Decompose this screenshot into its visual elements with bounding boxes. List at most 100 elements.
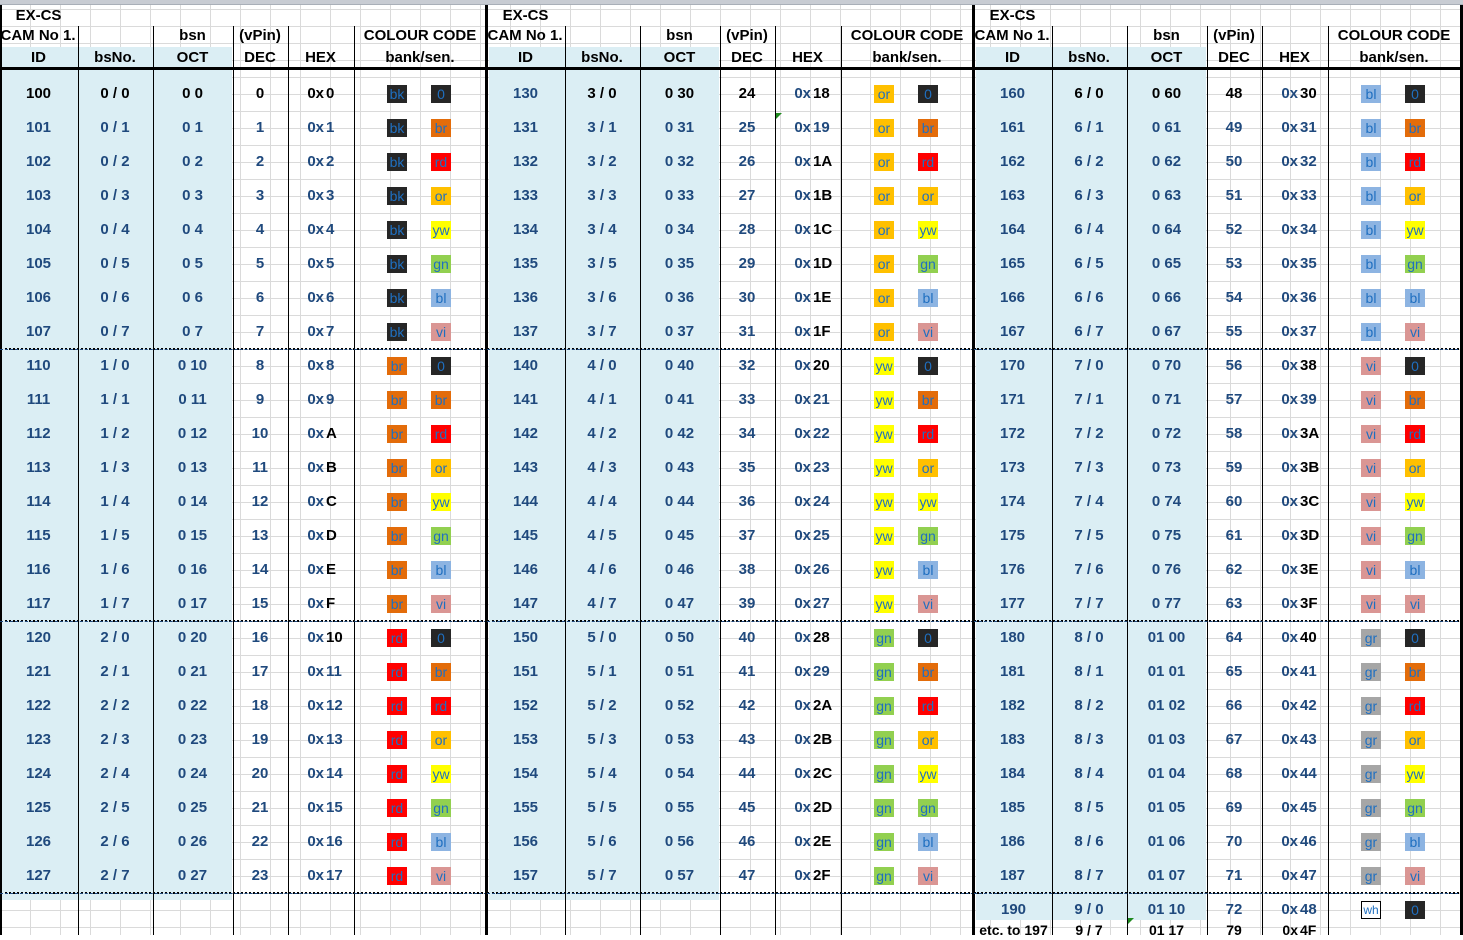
bsno-cell[interactable]: 3 / 2 <box>587 153 617 170</box>
hex-cell[interactable]: 2A <box>813 697 833 714</box>
oct-cell[interactable]: 0 47 <box>664 595 695 612</box>
dec-cell[interactable]: 32 <box>738 357 756 374</box>
bsno-cell[interactable]: 8 / 3 <box>1074 731 1104 748</box>
dec-cell[interactable]: 63 <box>1225 595 1243 612</box>
bsno-cell[interactable]: 6 / 7 <box>1074 323 1104 340</box>
dec-cell[interactable]: 6 <box>255 289 265 306</box>
oct-cell[interactable]: 0 16 <box>177 561 208 578</box>
comment-indicator-icon[interactable] <box>776 113 782 119</box>
cam-id-cell[interactable]: 147 <box>512 595 539 612</box>
oct-cell[interactable]: 0 0 <box>182 85 203 102</box>
hex-cell[interactable]: 36 <box>1300 289 1317 306</box>
bsno-cell[interactable]: 4 / 4 <box>587 493 617 510</box>
oct-cell[interactable]: 01 03 <box>1147 731 1186 748</box>
cam-id-cell[interactable]: 106 <box>25 289 52 306</box>
cam-id-cell[interactable]: 121 <box>25 663 52 680</box>
hex-cell[interactable]: 42 <box>1300 697 1317 714</box>
hex-cell[interactable]: 2E <box>813 833 832 850</box>
cam-id-cell[interactable]: 177 <box>999 595 1026 612</box>
bsno-cell[interactable]: 0 / 0 <box>100 85 130 102</box>
dec-cell[interactable]: 31 <box>738 323 756 340</box>
oct-cell[interactable]: 0 74 <box>1151 493 1182 510</box>
bsno-cell[interactable]: 2 / 4 <box>100 765 130 782</box>
hex-cell[interactable]: 3C <box>1300 493 1320 510</box>
dec-cell[interactable]: 25 <box>738 119 756 136</box>
hex-cell[interactable]: 14 <box>326 765 343 782</box>
hex-cell[interactable]: 3 <box>326 187 335 204</box>
dec-cell[interactable]: 3 <box>255 187 265 204</box>
cam-id-cell[interactable]: 150 <box>512 629 539 646</box>
dec-cell[interactable]: 29 <box>738 255 756 272</box>
cam-id-cell[interactable]: 145 <box>512 527 539 544</box>
cam-id-cell[interactable]: 134 <box>512 221 539 238</box>
oct-cell[interactable]: 0 20 <box>177 629 208 646</box>
bsno-cell[interactable]: 1 / 4 <box>100 493 130 510</box>
oct-cell[interactable]: 0 34 <box>664 221 695 238</box>
hex-cell[interactable]: 10 <box>326 629 343 646</box>
cam-id-cell[interactable]: 175 <box>999 527 1026 544</box>
cam-id-cell[interactable]: 166 <box>999 289 1026 306</box>
dec-cell[interactable]: 60 <box>1225 493 1243 510</box>
oct-cell[interactable]: 0 14 <box>177 493 208 510</box>
dec-cell[interactable]: 12 <box>251 493 269 510</box>
cam-id-cell[interactable]: 173 <box>999 459 1026 476</box>
bsno-cell[interactable]: 4 / 7 <box>587 595 617 612</box>
hex-cell[interactable]: 28 <box>813 629 830 646</box>
hex-cell[interactable]: 9 <box>326 391 335 408</box>
bsno-cell[interactable]: 7 / 0 <box>1074 357 1104 374</box>
hex-cell[interactable]: 47 <box>1300 867 1317 884</box>
dec-cell[interactable]: 20 <box>251 765 269 782</box>
hex-cell[interactable]: 19 <box>813 119 830 136</box>
oct-cell[interactable]: 0 67 <box>1151 323 1182 340</box>
dec-cell[interactable]: 4 <box>255 221 265 238</box>
dec-cell[interactable]: 54 <box>1225 289 1243 306</box>
hex-cell[interactable]: 37 <box>1300 323 1317 340</box>
bsno-cell[interactable]: 5 / 6 <box>587 833 617 850</box>
cam-id-cell[interactable]: 170 <box>999 357 1026 374</box>
cam-id-cell[interactable]: 133 <box>512 187 539 204</box>
cam-id-cell[interactable]: 142 <box>512 425 539 442</box>
bsno-cell[interactable]: 4 / 5 <box>587 527 617 544</box>
cam-id-cell[interactable]: 136 <box>512 289 539 306</box>
dec-cell[interactable]: 49 <box>1225 119 1243 136</box>
dec-cell[interactable]: 61 <box>1225 527 1243 544</box>
oct-cell[interactable]: 0 23 <box>177 731 208 748</box>
cam-id-cell[interactable]: 111 <box>26 391 51 408</box>
bsno-cell[interactable]: 1 / 6 <box>100 561 130 578</box>
dec-cell[interactable]: 72 <box>1225 901 1243 918</box>
oct-cell[interactable]: 0 25 <box>177 799 208 816</box>
dec-cell[interactable]: 56 <box>1225 357 1243 374</box>
cam-id-cell[interactable]: 157 <box>512 867 539 884</box>
dec-cell[interactable]: 58 <box>1225 425 1243 442</box>
hex-cell[interactable]: 3B <box>1300 459 1320 476</box>
hex-cell[interactable]: 4 <box>326 221 335 238</box>
bsno-cell[interactable]: 7 / 2 <box>1074 425 1104 442</box>
cam-id-cell[interactable]: 130 <box>512 85 539 102</box>
bsno-cell[interactable]: 6 / 5 <box>1074 255 1104 272</box>
dec-cell[interactable]: 8 <box>255 357 265 374</box>
bsno-cell[interactable]: 6 / 0 <box>1074 85 1104 102</box>
dec-cell[interactable]: 11 <box>252 459 268 476</box>
dec-cell[interactable]: 40 <box>738 629 756 646</box>
oct-cell[interactable]: 0 60 <box>1151 85 1182 102</box>
hex-cell[interactable]: 33 <box>1300 187 1317 204</box>
oct-cell[interactable]: 0 12 <box>177 425 208 442</box>
hex-cell[interactable]: 26 <box>813 561 830 578</box>
oct-cell[interactable]: 0 17 <box>177 595 208 612</box>
bsno-cell[interactable]: 8 / 2 <box>1074 697 1104 714</box>
hex-cell[interactable]: 40 <box>1300 629 1317 646</box>
oct-cell[interactable]: 0 50 <box>664 629 695 646</box>
dec-cell[interactable]: 62 <box>1225 561 1243 578</box>
bsno-cell[interactable]: 0 / 5 <box>100 255 130 272</box>
bsno-cell[interactable]: 6 / 2 <box>1074 153 1104 170</box>
hex-cell[interactable]: B <box>326 459 337 476</box>
hex-cell[interactable]: 41 <box>1300 663 1317 680</box>
oct-cell[interactable]: 0 76 <box>1151 561 1182 578</box>
bsno-cell[interactable]: 8 / 7 <box>1074 867 1104 884</box>
hex-cell[interactable]: 27 <box>813 595 830 612</box>
bsno-cell[interactable]: 5 / 7 <box>587 867 617 884</box>
hex-cell[interactable]: 1C <box>813 221 833 238</box>
hex-cell[interactable]: 3E <box>1300 561 1319 578</box>
bsno-cell[interactable]: 3 / 3 <box>587 187 617 204</box>
hex-cell[interactable]: 38 <box>1300 357 1317 374</box>
